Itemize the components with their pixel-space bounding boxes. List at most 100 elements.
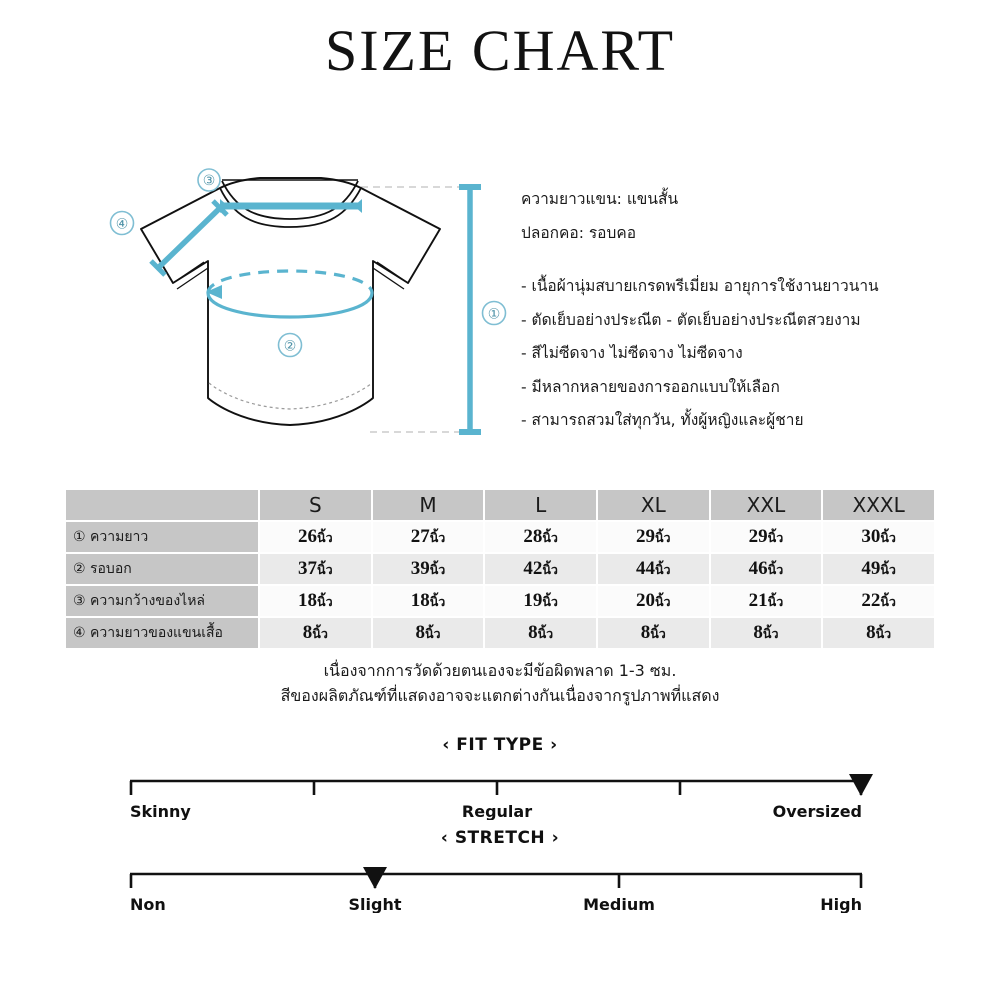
cell-value: 29	[748, 526, 768, 547]
table-cell: 29นิ้ว	[597, 522, 709, 552]
cell-unit: นิ้ว	[317, 595, 333, 609]
table-cell: 28นิ้ว	[485, 522, 596, 552]
cell-unit: นิ้ว	[317, 563, 333, 577]
table-row: ② รอบอก 37นิ้ว 39นิ้ว 42นิ้ว 44นิ้ว 46นิ…	[66, 554, 934, 584]
cell-unit: นิ้ว	[424, 627, 441, 641]
spec-bullet-2: - ตัดเย็บอย่างประณีต - ตัดเย็บอย่างประณี…	[521, 310, 861, 329]
table-cell: 39นิ้ว	[372, 554, 484, 584]
fit-type-title: ‹ FIT TYPE ›	[442, 735, 558, 755]
stretch-title: ‹ STRETCH ›	[440, 828, 560, 848]
table-cell: 26นิ้ว	[260, 522, 371, 552]
shoulder-measure-line: ③	[197, 168, 358, 192]
table-cell: 46นิ้ว	[710, 554, 822, 584]
marker-length: ①	[488, 307, 501, 323]
stretch-label-non: Non	[130, 895, 166, 913]
cell-unit: นิ้ว	[767, 531, 784, 545]
fit-type-scale: ‹ FIT TYPE › Skinny Regular Oversized	[0, 735, 1000, 820]
chest-measure-ellipse: ②	[206, 269, 374, 358]
cell-unit: นิ้ว	[429, 531, 446, 545]
table-cell: 8นิ้ว	[372, 618, 484, 648]
cell-value: 8	[528, 622, 538, 643]
spec-bullet-3: - สีไม่ซีดจาง ไม่ซีดจาง ไม่ซีดจาง	[521, 344, 743, 362]
cell-unit: นิ้ว	[655, 595, 671, 609]
table-cell: 18นิ้ว	[260, 586, 371, 616]
table-header-row: S M L XL XXL XXXL	[66, 490, 934, 520]
cell-unit: นิ้ว	[762, 627, 779, 641]
table-row: ③ ความกว้างของไหล่ 18นิ้ว 18นิ้ว 19นิ้ว …	[66, 586, 934, 616]
cell-value: 42	[523, 558, 543, 579]
spec-spacer	[521, 250, 961, 270]
cell-value: 30	[861, 526, 881, 547]
row-label: ④ ความยาวของแขนเสื้อ	[66, 618, 258, 648]
cell-unit: นิ้ว	[655, 531, 671, 545]
table-cell: 27นิ้ว	[372, 522, 484, 552]
table-cell: 8นิ้ว	[823, 618, 934, 648]
cell-value: 20	[636, 590, 655, 611]
cell-value: 26	[298, 526, 318, 547]
product-spec-text: ความยาวแขน: แขนสั้น ปลอกคอ: รอบคอ - เนื้…	[521, 182, 961, 438]
stretch-scale: ‹ STRETCH › Non Slight Medium High	[0, 828, 1000, 913]
fit-type-marker	[849, 774, 873, 796]
marker-sleeve: ④	[116, 217, 129, 233]
cell-unit: นิ้ว	[880, 563, 896, 577]
cell-value: 21	[748, 590, 768, 611]
cell-value: 28	[523, 526, 543, 547]
table-cell: 19นิ้ว	[485, 586, 596, 616]
row-label: ② รอบอก	[66, 554, 258, 584]
table-cell: 49นิ้ว	[823, 554, 934, 584]
cell-value: 39	[410, 558, 430, 579]
cell-value: 29	[636, 526, 655, 547]
stretch-label-slight: Slight	[349, 895, 402, 913]
cell-unit: นิ้ว	[875, 627, 892, 641]
measurement-disclaimer: เนื่องจากการวัดด้วยตนเองจะมีข้อผิดพลาด 1…	[0, 658, 1000, 708]
cell-value: 8	[753, 622, 763, 643]
cell-unit: นิ้ว	[767, 563, 784, 577]
disclaimer-line-2: สีของผลิตภัณฑ์ที่แสดงอาจจะแตกต่างกันเนื่…	[280, 686, 720, 705]
table-cell: 22นิ้ว	[823, 586, 934, 616]
row-label: ③ ความกว้างของไหล่	[66, 586, 258, 616]
cell-unit: นิ้ว	[542, 531, 558, 545]
spec-bullet-1: - เนื้อผ้านุ่มสบายเกรดพรีเมี่ยม อายุการใ…	[521, 277, 879, 295]
cell-unit: นิ้ว	[650, 627, 666, 641]
row-label: ① ความยาว	[66, 522, 258, 552]
cell-value: 8	[415, 622, 425, 643]
cell-value: 8	[302, 622, 313, 643]
cell-value: 27	[410, 526, 430, 547]
cell-value: 49	[861, 558, 881, 579]
shirt-outline	[140, 177, 441, 426]
table-cell: 30นิ้ว	[823, 522, 934, 552]
spec-bullet-4: - มีหลากหลายของการออกแบบให้เลือก	[521, 377, 780, 396]
cell-value: 37	[298, 558, 318, 579]
table-col-header: XXXL	[823, 490, 934, 520]
disclaimer-line-1: เนื่องจากการวัดด้วยตนเองจะมีข้อผิดพลาด 1…	[323, 661, 677, 680]
table-col-header: XXL	[710, 490, 822, 520]
table-cell: 8นิ้ว	[597, 618, 709, 648]
cell-unit: นิ้ว	[655, 563, 671, 577]
cell-value: 19	[523, 590, 543, 611]
fit-label-regular: Regular	[462, 802, 532, 820]
cell-value: 8	[866, 622, 876, 643]
table-cell: 20นิ้ว	[597, 586, 709, 616]
table-corner-cell	[66, 490, 258, 520]
table-cell: 29นิ้ว	[710, 522, 822, 552]
table-cell: 42นิ้ว	[485, 554, 596, 584]
fit-label-oversized: Oversized	[773, 802, 862, 820]
cell-unit: นิ้ว	[429, 563, 446, 577]
spec-collar: ปลอกคอ: รอบคอ	[521, 224, 637, 242]
table-cell: 44นิ้ว	[597, 554, 709, 584]
cell-unit: นิ้ว	[880, 531, 896, 545]
cell-unit: นิ้ว	[317, 531, 333, 545]
fit-label-skinny: Skinny	[130, 802, 191, 820]
cell-value: 18	[410, 590, 430, 611]
cell-unit: นิ้ว	[312, 627, 328, 641]
cell-value: 46	[748, 558, 768, 579]
cell-value: 8	[640, 622, 651, 643]
cell-unit: นิ้ว	[542, 595, 558, 609]
cell-value: 44	[636, 558, 655, 579]
table-col-header: L	[485, 490, 596, 520]
table-cell: 37นิ้ว	[260, 554, 371, 584]
cell-unit: นิ้ว	[880, 595, 896, 609]
cell-unit: นิ้ว	[537, 627, 554, 641]
length-measure-bar: ①	[459, 184, 507, 435]
sleeve-measure-bar: ④	[109, 199, 229, 277]
